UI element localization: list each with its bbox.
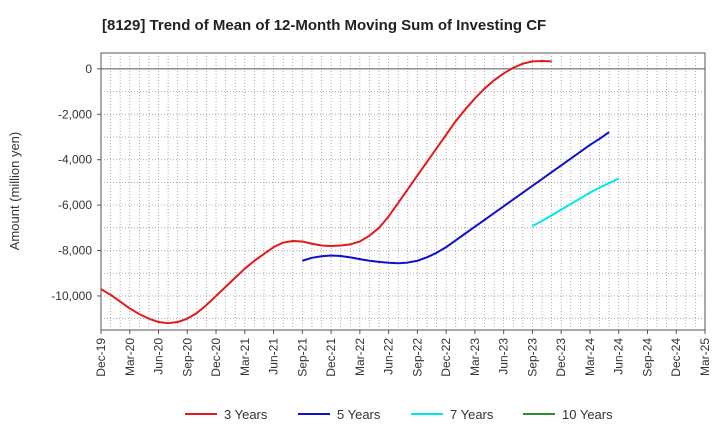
x-tick-label: Dec-22: [439, 338, 453, 377]
y-tick-label: -4,000: [58, 153, 92, 167]
x-tick-label: Sep-22: [410, 338, 424, 377]
x-tick-label: Mar-20: [123, 338, 137, 376]
plot-area: [100, 52, 706, 331]
x-tick-label: Mar-24: [583, 338, 597, 376]
legend: 3 Years 5 Years 7 Years 10 Years: [185, 407, 613, 422]
x-tick-label: Mar-21: [238, 338, 252, 376]
x-tick-label: Sep-23: [525, 338, 539, 377]
y-tick-label: 0: [85, 62, 92, 76]
series-line-5-years: [302, 131, 610, 265]
x-tick-label: Dec-24: [669, 338, 683, 377]
legend-label: 7 Years: [450, 407, 494, 422]
x-tick-label: Jun-21: [267, 338, 281, 375]
legend-label: 5 Years: [337, 407, 381, 422]
x-tick-label: Sep-20: [180, 338, 194, 377]
plot-frame: [100, 52, 706, 331]
series-line-3-years: [100, 59, 552, 325]
x-tick-label: Mar-22: [353, 338, 367, 376]
x-tick-label: Sep-24: [640, 338, 654, 377]
x-tick-label: Dec-20: [209, 338, 223, 377]
y-tick-label: -6,000: [58, 198, 92, 212]
y-tick-label: -2,000: [58, 107, 92, 121]
x-tick-label: Mar-23: [468, 338, 482, 376]
x-axis-ticks: Dec-19 Mar-20 Jun-20 Sep-20 Dec-20 Mar-21 Jun-…: [94, 330, 712, 377]
grid-lines: [101, 53, 705, 330]
x-tick-label: Sep-21: [295, 338, 309, 377]
x-tick-label: Jun-24: [612, 338, 626, 375]
y-axis-label: Amount (million yen): [7, 132, 22, 251]
y-axis-ticks: 0 -2,000 -4,000 -6,000 -8,000 -10,000: [51, 62, 101, 303]
x-tick-label: Jun-20: [152, 338, 166, 375]
legend-label: 3 Years: [224, 407, 268, 422]
x-tick-label: Dec-23: [554, 338, 568, 377]
y-tick-label: -10,000: [51, 289, 92, 303]
chart-title: [8129] Trend of Mean of 12-Month Moving …: [102, 17, 546, 34]
x-tick-label: Jun-23: [497, 338, 511, 375]
y-tick-label: -8,000: [58, 244, 92, 258]
series-line-7-years: [531, 177, 620, 227]
series-layer: [100, 59, 620, 325]
x-tick-label: Dec-21: [324, 338, 338, 377]
x-tick-label: Jun-22: [382, 338, 396, 375]
x-tick-label: Dec-19: [94, 338, 108, 377]
x-tick-label: Mar-25: [698, 338, 712, 376]
legend-label: 10 Years: [562, 407, 613, 422]
